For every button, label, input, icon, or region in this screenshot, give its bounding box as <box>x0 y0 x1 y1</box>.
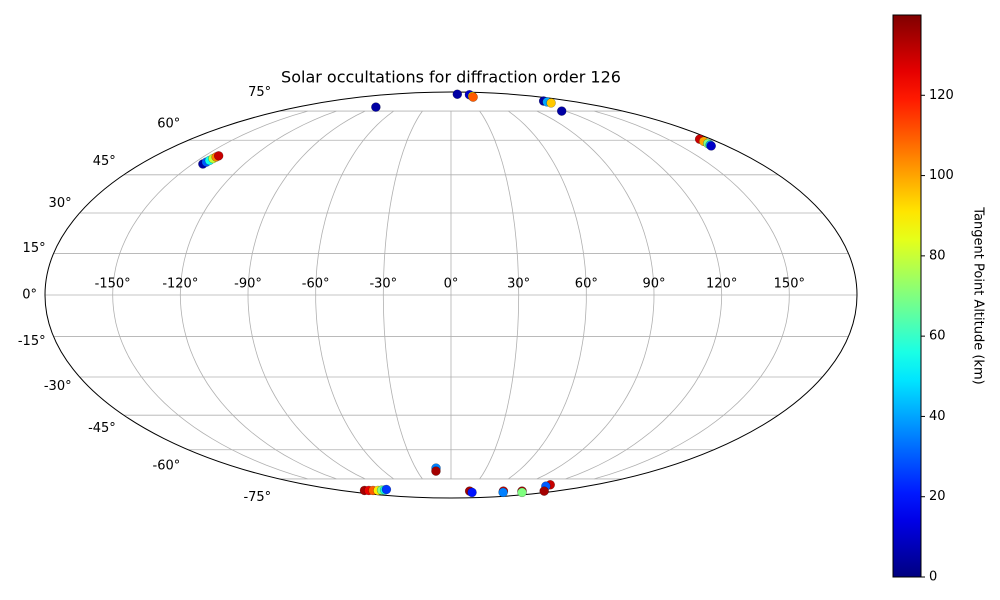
chart-title: Solar occultations for diffraction order… <box>281 68 621 87</box>
x-tick-label: 90° <box>642 277 665 292</box>
grid-line <box>315 110 394 480</box>
occultation-point <box>431 466 441 476</box>
x-tick-label: 150° <box>774 277 805 292</box>
grid-line <box>565 110 723 480</box>
y-tick-label: -60° <box>153 459 181 474</box>
colorbar-tick-label: 120 <box>929 88 954 103</box>
grid-line <box>479 110 520 480</box>
occultation-point <box>467 487 477 498</box>
occultation-point <box>371 102 381 112</box>
occultation-point <box>468 92 478 102</box>
x-tick-label: -150° <box>95 277 131 292</box>
x-tick-label: 0° <box>444 277 459 292</box>
colorbar-tick-label: 20 <box>929 489 946 504</box>
grid-line <box>112 110 308 480</box>
y-tick-label: 75° <box>248 85 271 100</box>
occultation-point <box>546 98 556 108</box>
occultation-point <box>213 151 224 161</box>
occultation-point <box>452 89 463 99</box>
y-tick-label: -75° <box>243 490 271 505</box>
x-tick-label: -90° <box>234 277 262 292</box>
grid-line <box>508 110 587 480</box>
x-tick-label: 60° <box>575 277 598 292</box>
occultation-point <box>556 106 567 116</box>
colorbar-tick-label: 80 <box>929 248 946 263</box>
x-tick-label: -30° <box>369 277 397 292</box>
x-tick-label: 120° <box>706 277 737 292</box>
map-boundary <box>44 91 858 499</box>
grid-line <box>594 110 790 480</box>
grid-line <box>247 110 366 480</box>
colorbar-label: Tangent Point Altitude (km) <box>971 206 986 384</box>
x-tick-label: -120° <box>162 277 198 292</box>
grid-line <box>382 110 423 480</box>
y-tick-label: -15° <box>18 334 46 349</box>
y-tick-label: 60° <box>157 116 180 131</box>
grid-line <box>179 110 337 480</box>
y-tick-label: 45° <box>93 154 116 169</box>
occultation-point <box>517 487 527 498</box>
grid <box>45 110 857 480</box>
y-tick-label: -30° <box>44 379 72 394</box>
occultation-point <box>539 486 549 496</box>
x-tick-label: 30° <box>507 277 530 292</box>
x-tick-label: -60° <box>302 277 330 292</box>
y-tick-label: -45° <box>88 421 116 436</box>
y-tick-label: 0° <box>22 288 37 303</box>
colorbar-tick-label: 100 <box>929 168 954 183</box>
y-tick-label: 15° <box>23 241 46 256</box>
colorbar <box>892 14 922 578</box>
occultation-point <box>381 484 392 495</box>
grid-line <box>536 110 655 480</box>
colorbar-tick-label: 60 <box>929 329 946 344</box>
y-tick-label: 30° <box>49 196 72 211</box>
occultation-point <box>706 141 716 151</box>
colorbar-tick-label: 0 <box>929 570 937 585</box>
occultation-point <box>498 487 508 498</box>
colorbar-tick-label: 40 <box>929 409 946 424</box>
